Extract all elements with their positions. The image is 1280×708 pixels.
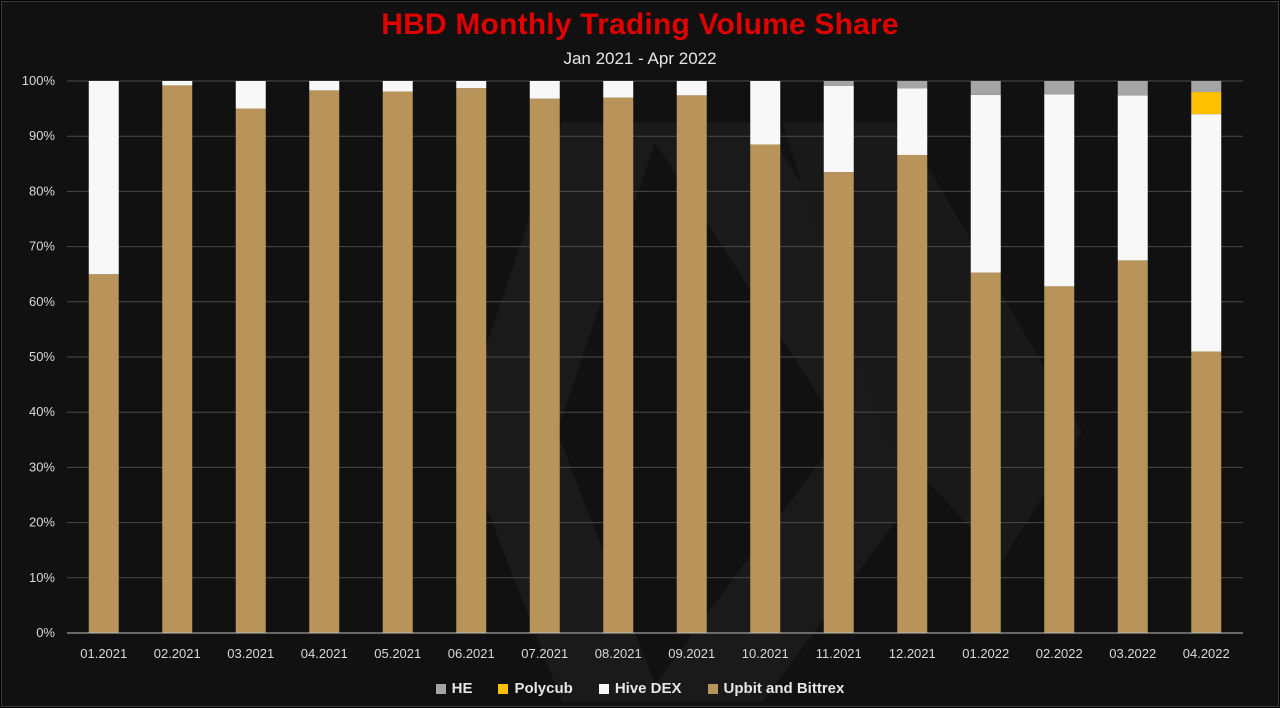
bar-he-01.2022: [970, 81, 1001, 95]
x-tick-label: 03.2021: [227, 646, 274, 661]
x-tick-label: 04.2021: [301, 646, 348, 661]
bar-upbit-and-bittrex-02.2022: [1044, 286, 1075, 633]
bar-hive-dex-10.2021: [750, 81, 781, 145]
bar-upbit-and-bittrex-05.2021: [382, 91, 413, 634]
y-tick-label: 80%: [29, 183, 55, 198]
y-tick-label: 90%: [29, 128, 55, 143]
bar-upbit-and-bittrex-11.2021: [823, 172, 854, 633]
bar-upbit-and-bittrex-03.2022: [1117, 260, 1148, 633]
bar-upbit-and-bittrex-04.2022: [1191, 351, 1222, 633]
legend-item-upbit-bittrex: Upbit and Bittrex: [707, 680, 845, 697]
bar-hive-dex-04.2022: [1191, 114, 1222, 352]
chart-title: HBD Monthly Trading Volume Share: [381, 8, 899, 41]
bar-upbit-and-bittrex-09.2021: [676, 95, 707, 634]
bar-upbit-and-bittrex-07.2021: [529, 98, 560, 633]
bar-he-03.2022: [1117, 81, 1148, 96]
y-tick-label: 70%: [29, 239, 55, 254]
bar-hive-dex-01.2022: [970, 94, 1001, 273]
legend-item-polycub: Polycub: [498, 680, 573, 697]
legend-swatch-he: [435, 683, 446, 694]
bar-hive-dex-08.2021: [603, 81, 634, 98]
bar-upbit-and-bittrex-03.2021: [235, 108, 266, 634]
legend-swatch-polycub: [498, 683, 509, 694]
x-tick-label: 09.2021: [668, 646, 715, 661]
legend-label-upbit-bittrex: Upbit and Bittrex: [723, 680, 845, 697]
x-tick-label: 08.2021: [595, 646, 642, 661]
x-tick-label: 02.2021: [154, 646, 201, 661]
legend-label-he: HE: [451, 680, 473, 697]
y-tick-label: 0%: [36, 625, 55, 640]
bar-he-12.2021: [897, 81, 928, 89]
bar-hive-dex-06.2021: [456, 81, 487, 89]
bar-hive-dex-09.2021: [676, 81, 707, 96]
x-tick-label: 05.2021: [374, 646, 421, 661]
legend-swatch-upbit-bittrex: [707, 683, 718, 694]
bar-upbit-and-bittrex-01.2022: [970, 272, 1001, 633]
x-tick-label: 02.2022: [1036, 646, 1083, 661]
bar-polycub-04.2022: [1191, 92, 1222, 115]
x-tick-label: 11.2021: [816, 646, 862, 661]
bar-upbit-and-bittrex-02.2021: [162, 85, 193, 633]
bar-he-11.2021: [823, 81, 854, 86]
legend-item-he: HE: [435, 680, 473, 697]
bar-upbit-and-bittrex-08.2021: [603, 97, 634, 633]
legend: HE Polycub Hive DEX Upbit and Bittrex: [2, 680, 1278, 697]
bar-upbit-and-bittrex-06.2021: [456, 88, 487, 633]
x-tick-label: 12.2021: [889, 646, 936, 661]
bar-hive-dex-04.2021: [309, 81, 340, 91]
bar-hive-dex-11.2021: [823, 85, 854, 173]
x-tick-label: 04.2022: [1183, 646, 1230, 661]
legend-swatch-hive-dex: [598, 683, 609, 694]
bar-hive-dex-02.2021: [162, 81, 193, 86]
x-tick-label: 01.2021: [80, 646, 127, 661]
x-tick-label: 07.2021: [521, 646, 568, 661]
bar-upbit-and-bittrex-12.2021: [897, 154, 928, 633]
bar-hive-dex-01.2021: [88, 81, 119, 275]
x-tick-label: 03.2022: [1109, 646, 1156, 661]
y-tick-label: 60%: [29, 294, 55, 309]
y-tick-label: 50%: [29, 349, 55, 364]
bar-hive-dex-03.2021: [235, 81, 266, 109]
bar-hive-dex-07.2021: [529, 81, 560, 99]
y-tick-label: 30%: [29, 459, 55, 474]
y-tick-label: 20%: [29, 515, 55, 530]
chart-subtitle: Jan 2021 - Apr 2022: [563, 49, 717, 68]
legend-item-hive-dex: Hive DEX: [598, 680, 682, 697]
bar-hive-dex-02.2022: [1044, 94, 1075, 287]
x-tick-label: 10.2021: [742, 646, 789, 661]
bar-upbit-and-bittrex-01.2021: [88, 274, 119, 633]
legend-label-hive-dex: Hive DEX: [614, 680, 682, 697]
y-tick-label: 100%: [22, 73, 56, 88]
bar-upbit-and-bittrex-10.2021: [750, 144, 781, 634]
legend-label-polycub: Polycub: [514, 680, 573, 697]
y-tick-label: 10%: [29, 570, 55, 585]
bar-he-02.2022: [1044, 81, 1075, 95]
bar-hive-dex-12.2021: [897, 88, 928, 155]
y-tick-label: 40%: [29, 404, 55, 419]
x-tick-label: 01.2022: [962, 646, 1009, 661]
bar-he-04.2022: [1191, 81, 1222, 93]
bar-upbit-and-bittrex-04.2021: [309, 90, 340, 633]
bar-hive-dex-05.2021: [382, 81, 413, 92]
bar-hive-dex-03.2022: [1117, 95, 1148, 261]
x-tick-label: 06.2021: [448, 646, 495, 661]
